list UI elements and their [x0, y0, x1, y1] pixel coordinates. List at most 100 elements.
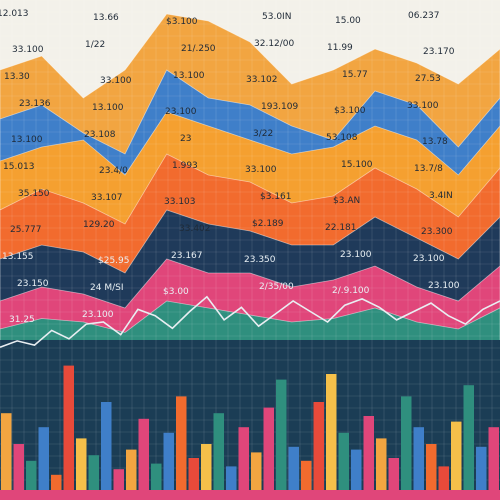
value-label: 33.102 [246, 75, 278, 85]
value-label: 15.100 [341, 160, 373, 170]
bar-29 [351, 449, 362, 500]
value-label: 15.013 [3, 162, 35, 172]
bar-38 [463, 385, 474, 500]
value-label: 23.100 [82, 310, 114, 320]
bar-baseline [0, 490, 500, 500]
value-label: 25.777 [10, 225, 42, 235]
value-label: 23.100 [165, 107, 197, 117]
bar-13 [151, 463, 162, 500]
value-label: 1/22 [85, 40, 105, 50]
bar-18 [213, 413, 224, 500]
value-label: $3.100 [334, 106, 366, 116]
value-label: 3.4IN [429, 191, 453, 201]
value-label: 33.100 [12, 45, 44, 55]
value-label: 193.109 [261, 102, 298, 112]
value-label: 53.0IN [262, 12, 291, 22]
value-label: 2/.9.100 [332, 286, 370, 296]
bar-39 [476, 446, 487, 500]
area-series-7 [0, 300, 500, 351]
bar-26 [313, 402, 324, 500]
value-label: 13.7/8 [414, 164, 443, 174]
value-label: 13.100 [92, 103, 124, 113]
value-label: $3.161 [260, 192, 292, 202]
bar-4 [38, 427, 49, 500]
value-label: 27.53 [415, 74, 441, 84]
bar-40 [488, 427, 499, 500]
bar-33 [401, 396, 412, 500]
value-label: 33.100 [100, 76, 132, 86]
bar-21 [251, 452, 262, 500]
value-label: 33.107 [91, 193, 123, 203]
value-label: 33.100 [407, 101, 439, 111]
value-label: 31.25 [9, 315, 35, 325]
value-label: 23.350 [244, 255, 276, 265]
value-label: 13.100 [11, 135, 43, 145]
value-label: $3.AN [333, 196, 360, 206]
value-label: 15.00 [335, 16, 361, 26]
bar-16 [188, 458, 199, 500]
bar-27 [326, 374, 337, 500]
bar-series-layer [0, 365, 500, 500]
bar-8 [88, 455, 99, 500]
value-label: 23.167 [171, 251, 203, 261]
bar-1 [1, 413, 12, 500]
value-label: 24 M/SI [90, 283, 123, 293]
bar-17 [201, 444, 212, 500]
bar-25 [301, 460, 312, 500]
value-label: 22.181 [325, 223, 357, 233]
value-label: 23.100 [428, 281, 460, 291]
value-label: $3.00 [163, 287, 189, 297]
bar-37 [451, 421, 462, 500]
bar-22 [263, 407, 274, 500]
value-label: $3.100 [166, 17, 198, 27]
value-label: 23.150 [17, 279, 49, 289]
value-label: 13.155 [2, 252, 34, 262]
value-label: 13.30 [4, 72, 30, 82]
value-label: 33.100 [245, 165, 277, 175]
value-label: 13.100 [173, 71, 205, 81]
value-label: $25.95 [98, 256, 130, 266]
value-label: 15.77 [342, 70, 368, 80]
value-label: 3/22 [253, 129, 273, 139]
value-label: 23.136 [19, 99, 51, 109]
value-label: 33.402 [179, 224, 211, 234]
value-label: 12.013 [0, 9, 29, 19]
value-label: 21/.250 [181, 44, 216, 54]
bar-7 [76, 438, 87, 500]
value-label: 32.12/00 [254, 39, 295, 49]
value-label: 23.4/0 [99, 166, 128, 176]
bar-6 [63, 365, 74, 500]
bar-28 [338, 432, 349, 500]
bar-23 [276, 379, 287, 500]
bar-32 [388, 458, 399, 500]
bar-3 [26, 460, 37, 500]
bar-15 [176, 396, 187, 500]
value-label: 23.170 [423, 47, 455, 57]
bar-10 [113, 469, 124, 500]
bar-14 [163, 432, 174, 500]
bar-20 [238, 427, 249, 500]
bar-12 [138, 418, 149, 500]
value-label: 33.103 [164, 197, 196, 207]
value-label: 11.99 [327, 43, 353, 53]
bar-11 [126, 449, 137, 500]
bar-30 [363, 416, 374, 500]
value-label: 53.108 [326, 133, 358, 143]
bar-19 [226, 466, 237, 500]
value-label: 35.150 [18, 189, 50, 199]
bar-36 [438, 466, 449, 500]
bar-31 [376, 438, 387, 500]
bar-9 [101, 402, 112, 500]
value-label: 23.100 [340, 250, 372, 260]
value-label: 23.108 [84, 130, 116, 140]
value-label: 23 [180, 134, 191, 144]
value-label: 06.237 [408, 11, 440, 21]
line-series-layer [0, 295, 500, 348]
value-label: $2.189 [252, 219, 284, 229]
value-labels-layer: 12.013 13.66 $3.100 53.0IN 15.00 06.237 33.100… [0, 9, 460, 325]
value-label: 129.20 [83, 220, 115, 230]
value-label: 13.78 [422, 137, 448, 147]
bar-2 [13, 444, 24, 500]
